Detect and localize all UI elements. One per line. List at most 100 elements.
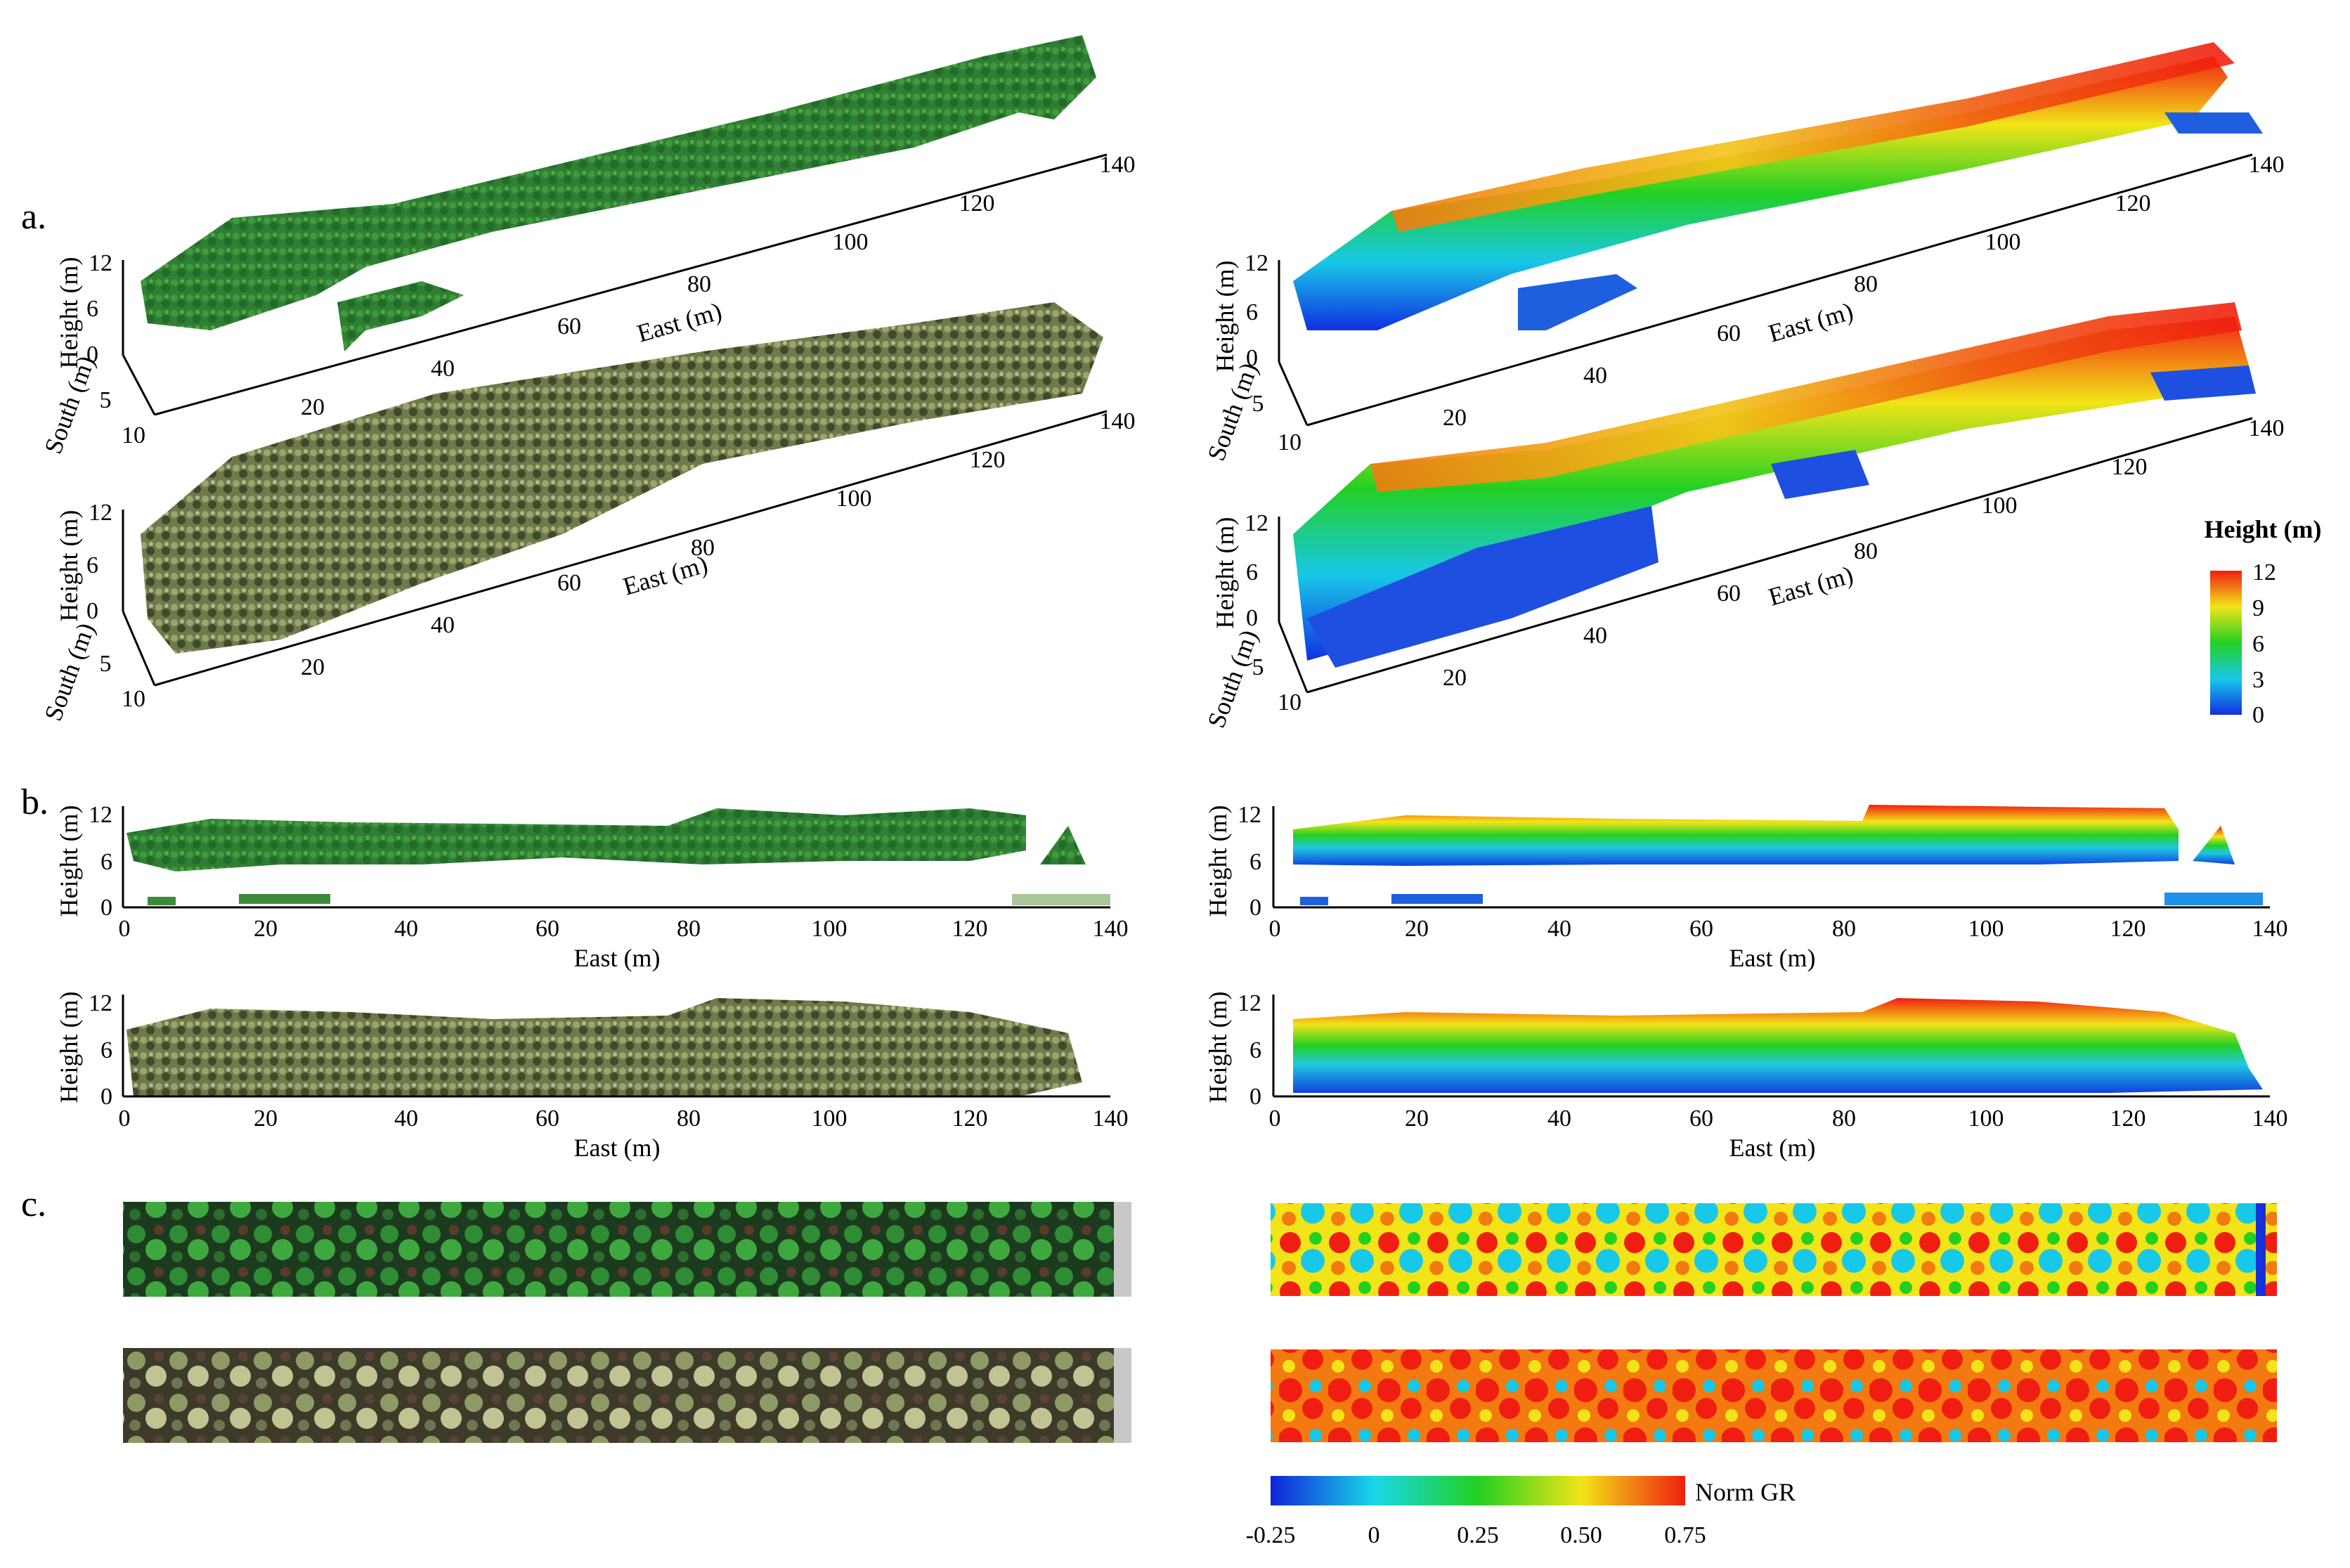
tick-label: 20 — [1405, 1106, 1429, 1132]
tick-label: 20 — [301, 394, 325, 420]
tick-label: 140 — [2252, 916, 2288, 942]
tick-label: 9 — [2252, 595, 2264, 621]
pointcloud-3d-green-top — [141, 35, 1096, 351]
tick-label: East (m) — [620, 550, 710, 600]
tick-label: 60 — [1689, 1106, 1713, 1132]
profile-ticks-left-bottom: 0 6 12 Height (m) 0 20 40 60 80 100 120 … — [55, 990, 1129, 1162]
tick-label: 120 — [2112, 454, 2148, 480]
gr-strip-bottom — [1271, 1349, 2277, 1442]
tick-label: 80 — [1854, 271, 1878, 297]
profile-ticks-right-top: 0 6 12 Height (m) 0 20 40 60 80 100 120 … — [1204, 802, 2288, 972]
panel-label-c: c. — [21, 1184, 46, 1224]
profile-left-top — [122, 806, 1110, 909]
gr-strip-top — [1271, 1203, 2277, 1296]
tick-label: 120 — [2110, 1106, 2146, 1132]
tick-label: 20 — [1405, 916, 1429, 942]
tick-label: 0 — [1269, 1106, 1281, 1132]
tick-label: 3 — [2252, 667, 2264, 693]
tick-label: 100 — [812, 1106, 848, 1132]
height-colorbar: Height (m) 12 9 6 3 0 — [2205, 515, 2322, 728]
tick-label: 12 — [89, 802, 112, 828]
tick-label: 6 — [1249, 1037, 1261, 1063]
tick-label: East (m) — [574, 944, 661, 972]
tick-label: 0 — [119, 1106, 131, 1132]
tick-label: 0.75 — [1664, 1522, 1706, 1548]
tick-label: 0 — [1368, 1522, 1380, 1548]
tick-label: 0 — [86, 598, 98, 624]
tick-label: Height (m) — [55, 992, 83, 1103]
axes-3d-left-bottom — [122, 410, 1108, 687]
tick-label: 5 — [100, 651, 112, 677]
tick-label: 40 — [1583, 623, 1607, 649]
tick-label: 5 — [1252, 654, 1264, 680]
tick-label: 80 — [691, 535, 715, 561]
tick-label: 40 — [1547, 916, 1571, 942]
tick-label: 120 — [952, 1106, 988, 1132]
tick-label: 60 — [535, 916, 559, 942]
tick-label: East (m) — [1729, 944, 1816, 972]
gr-colorbar-gradient — [1271, 1476, 1685, 1505]
tick-label: Height (m) — [1204, 805, 1232, 917]
axes-3d-right-top — [1278, 153, 2253, 427]
rgb-strip-bottom — [123, 1348, 1131, 1443]
tick-label: 6 — [1249, 849, 1261, 875]
tick-label: 120 — [952, 916, 988, 942]
tick-label: 6 — [86, 296, 98, 322]
tick-label: 12 — [1238, 990, 1261, 1016]
tick-label: 0 — [100, 1084, 112, 1110]
tick-label: 0 — [1269, 916, 1281, 942]
tick-label: 60 — [1689, 916, 1713, 942]
tick-label: East (m) — [574, 1134, 661, 1162]
tick-label: 0 — [1246, 345, 1258, 371]
tick-label: 120 — [2115, 190, 2151, 216]
panel-label-a: a. — [21, 197, 46, 237]
tick-label: 120 — [970, 447, 1006, 473]
tick-label: 20 — [254, 1106, 278, 1132]
tick-label: 40 — [1547, 1106, 1571, 1132]
tick-label: 12 — [1245, 510, 1268, 536]
tick-label: 0 — [1249, 895, 1261, 921]
tick-label: 80 — [1832, 1106, 1856, 1132]
axes-3d-left-top — [122, 153, 1108, 416]
tick-label: 140 — [1093, 1106, 1129, 1132]
tick-label: 140 — [2249, 415, 2285, 441]
tick-label: East (m) — [634, 297, 725, 347]
tick-label: Height (m) — [55, 510, 83, 622]
tick-label: 100 — [812, 916, 848, 942]
tick-label: 100 — [1968, 1106, 2004, 1132]
tick-label: 6 — [2252, 631, 2264, 657]
tick-label: 20 — [301, 654, 325, 680]
tick-label: 140 — [2252, 1106, 2288, 1132]
tick-label: 20 — [254, 916, 278, 942]
tick-label: 100 — [833, 229, 869, 255]
tick-label: 6 — [1246, 299, 1258, 325]
tick-label: Height (m) — [55, 805, 83, 917]
tick-label: 140 — [2249, 152, 2285, 178]
tick-label: 80 — [1854, 538, 1878, 564]
tick-label: 140 — [1100, 152, 1136, 178]
pointcloud-3d-height-bottom — [1293, 302, 2256, 668]
tick-label: 12 — [89, 250, 112, 276]
tick-label: 60 — [1717, 320, 1741, 346]
tick-label: 60 — [557, 570, 581, 596]
ticks-3d-left-bottom: 0 6 12 20 40 60 80 100 120 140 5 10 Heig… — [39, 408, 1135, 725]
tick-label: 40 — [431, 612, 455, 638]
panel-label-b: b. — [21, 782, 48, 822]
tick-label: 0.50 — [1560, 1522, 1602, 1548]
tick-label: 12 — [89, 500, 112, 526]
tick-label: 6 — [86, 552, 98, 578]
tick-label: 60 — [557, 313, 581, 339]
tick-label: 80 — [1832, 916, 1856, 942]
tick-label: Height (m) — [1211, 517, 1239, 629]
tick-label: Height (m) — [55, 257, 83, 369]
tick-label: East (m) — [1729, 1134, 1816, 1162]
tick-label: 10 — [122, 686, 145, 712]
tick-label: 80 — [687, 271, 711, 297]
tick-label: 100 — [1985, 229, 2021, 255]
tick-label: 20 — [1443, 665, 1467, 691]
tick-label: 140 — [1093, 916, 1129, 942]
tick-label: 0 — [2252, 702, 2264, 728]
tick-label: 6 — [100, 1037, 112, 1063]
rgb-strip-top — [123, 1202, 1131, 1297]
